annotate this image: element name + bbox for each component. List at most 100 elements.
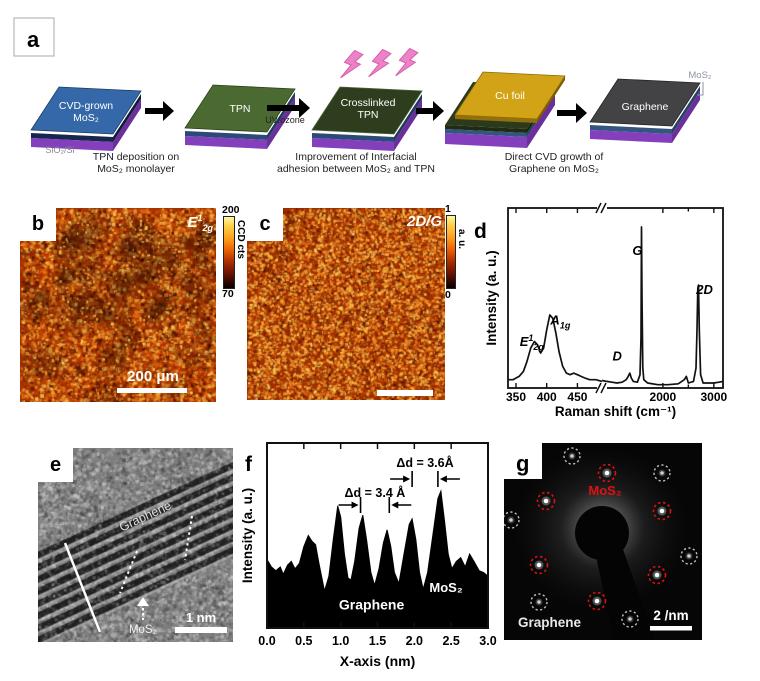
- panel-d-label: d: [474, 220, 487, 243]
- tem-graphene-label: Graphene: [117, 498, 173, 534]
- cu-edge-side: [537, 76, 565, 123]
- x-tick-label: 450: [567, 390, 587, 404]
- panel-g-label: g: [516, 451, 529, 476]
- panel-e-scalebar-label: 1 nm: [186, 610, 216, 625]
- panel-g-scalebar: [650, 626, 692, 631]
- caption-2-line1: Improvement of Interfacial: [295, 151, 416, 163]
- caption-2-line2: adhesion between MoS₂ and TPN: [277, 163, 435, 175]
- saed-graphene-label: Graphene: [518, 615, 582, 630]
- graphene-spot-ring: [530, 593, 548, 611]
- panel-e-scalebar: [175, 627, 227, 633]
- spacing-arrow: [391, 501, 399, 509]
- mos2-spot-ring: [536, 491, 556, 511]
- slab-top-gold: [454, 71, 566, 120]
- spacing-arrow: [439, 475, 447, 483]
- mos2-spot-ring: [597, 463, 617, 483]
- colorbar-c-min: 0: [445, 289, 451, 301]
- profile-line-marker: [63, 542, 102, 633]
- slab-crosslinked-tpn: Crosslinked TPN: [311, 86, 423, 151]
- x-tick-label: 3000: [700, 390, 727, 404]
- stack-substrate-side: [527, 94, 555, 148]
- spacing-arrow: [351, 501, 359, 509]
- axis-break-gap: [597, 384, 607, 392]
- panel-b-scalebar-label: 200 μm: [127, 368, 179, 385]
- axis-break-slash: [600, 202, 607, 214]
- slab3-text-line1: Crosslinked: [341, 97, 396, 109]
- tpn-substrate-front: [185, 136, 267, 149]
- uv-ozone-label: UV/ozone: [265, 115, 305, 125]
- panel-c-colorbar: 1 a. u. 0: [445, 203, 471, 305]
- saed-mos2-label: MoS₂: [588, 483, 621, 498]
- panel-a-label: a: [27, 27, 40, 52]
- axis-break-slash: [595, 382, 602, 394]
- peak-label: 2D: [695, 282, 713, 297]
- raman-curve: [508, 314, 603, 383]
- process-arrow-3: [416, 101, 444, 121]
- x-tick-label: 350: [506, 390, 526, 404]
- panel-b-mode-label: E12g: [187, 213, 213, 233]
- panel-c-raman-map: c 2D/G: [247, 208, 445, 400]
- profile-area: [266, 489, 489, 629]
- axis-break-gap: [597, 204, 607, 212]
- mos2-spot-ring: [647, 565, 667, 585]
- panel-f-intensity-profile: f 0.0 0.5 1.0 1.5 2.0 2.5 3.0 Δd = 3.4 Å Δd = 3.6…: [240, 435, 500, 681]
- slab1-text-line1: CVD-grown: [59, 100, 113, 112]
- caption-1-line2: MoS₂ monolayer: [97, 163, 175, 175]
- slab-graphene: Graphene: [589, 78, 701, 143]
- graphene-spot-ring: [653, 464, 671, 482]
- panel-a-label-box: [13, 17, 55, 57]
- graphene-spot: [509, 518, 513, 522]
- mos2-arrow-head: [137, 597, 149, 606]
- cu-foil-plate: Cu foil: [454, 71, 566, 123]
- mos2-spot: [594, 598, 600, 604]
- substrate-front: [31, 138, 113, 151]
- panel-g-scalebar-label: 2 /nm: [653, 608, 688, 623]
- panel-c-label-box: c: [247, 208, 283, 241]
- peak-label: G: [632, 243, 642, 258]
- stack-mos2-front: [445, 129, 527, 137]
- mos2-spot-ring: [587, 591, 607, 611]
- tpn-mos2-edge: [185, 131, 267, 140]
- panel-b-scalebar: [117, 388, 187, 393]
- mode-label-base: E: [187, 214, 198, 231]
- intensity-profile-chart: f 0.0 0.5 1.0 1.5 2.0 2.5 3.0 Δd = 3.4 Å Δd = 3.6…: [240, 442, 497, 669]
- panel-f-label: f: [245, 453, 253, 476]
- x-axis-label: X-axis (nm): [340, 653, 415, 669]
- slab-top-green: [184, 84, 296, 133]
- x-tick-label: 1.5: [369, 634, 386, 648]
- process-arrow-2: [267, 98, 310, 118]
- mos2-spot: [536, 562, 542, 568]
- x-tick-label: 400: [537, 390, 557, 404]
- diffraction-spots: [504, 447, 698, 628]
- mos2-spot-ring: [652, 501, 672, 521]
- xtpn-substrate-side: [394, 99, 422, 151]
- mos2-spot: [654, 572, 660, 578]
- mode-label-sub: 2g: [202, 223, 213, 233]
- gr-substrate-front: [590, 130, 672, 143]
- tpn-mos2-edge-side: [267, 92, 295, 140]
- layer-boundary-dotted-2: [184, 515, 193, 561]
- x-tick-label: 3.0: [479, 634, 496, 648]
- mos2-callout-bracket: [697, 82, 704, 96]
- colorbar-b-max: 200: [222, 204, 240, 216]
- mos2-spot: [659, 508, 665, 514]
- caption-1-line1: TPN deposition on: [93, 151, 180, 163]
- slab1-text-line2: MoS₂: [73, 112, 99, 124]
- mos2-edge-layer: [31, 133, 113, 142]
- axis-break-slash: [595, 202, 602, 214]
- region-label: MoS₂: [429, 580, 462, 595]
- panel-e-tem-image: MoS₂ Graphene 1 nm e: [38, 448, 233, 642]
- colorbar-b-gradient: [223, 216, 235, 289]
- stack-tpn-front: [445, 125, 527, 133]
- mos2-spot: [543, 498, 549, 504]
- mos2-spot-ring: [529, 555, 549, 575]
- colorbar-c-gradient: [446, 215, 456, 289]
- y-axis-label: Intensity (a. u.): [240, 488, 255, 583]
- panel-c-mode-label: 2D/G: [406, 213, 442, 230]
- colorbar-c-unit: a. u.: [456, 229, 467, 250]
- peak-label: E12g: [520, 333, 545, 352]
- spacing-arrow: [403, 475, 411, 483]
- graphene-spot: [687, 554, 691, 558]
- mode-label-sup: 1: [197, 213, 203, 223]
